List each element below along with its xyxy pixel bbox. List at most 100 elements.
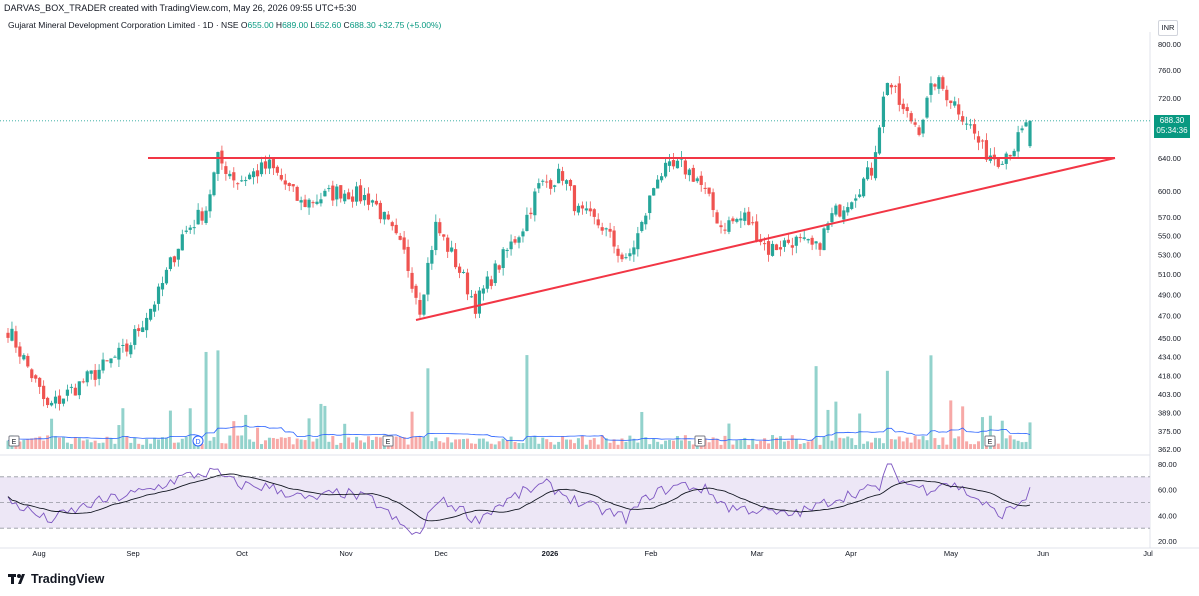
volume-bar [236, 435, 240, 449]
dividend-marker-label: D [195, 439, 200, 446]
price-tick-470.00: 470.00 [1158, 312, 1181, 321]
candle-body [1020, 128, 1024, 131]
volume-bar [782, 441, 786, 449]
volume-bar [493, 444, 497, 449]
candle-body [46, 397, 50, 406]
volume-bar [711, 437, 715, 449]
candle-body [576, 205, 581, 213]
candle-body [42, 385, 46, 400]
time-label-may: May [944, 549, 958, 558]
candle-body [216, 152, 220, 174]
volume-bar [1024, 441, 1028, 449]
candle-body [164, 269, 169, 284]
volume-bar [46, 435, 50, 449]
volume-bar [580, 435, 584, 449]
candle-body [93, 370, 97, 380]
symbol-title[interactable]: Gujarat Mineral Development Corporation … [8, 20, 239, 30]
candle-body [1016, 132, 1020, 152]
price-tick-760.00: 760.00 [1158, 66, 1181, 75]
last-price-badge: 688.30 05:34:36 [1154, 115, 1190, 138]
candle-body [731, 218, 735, 222]
price-tick-530.00: 530.00 [1158, 250, 1181, 259]
volume-bar [759, 440, 763, 449]
earnings-marker-label: E [386, 439, 391, 446]
currency-badge[interactable]: INR [1158, 20, 1178, 36]
tradingview-logo[interactable]: TradingView [8, 572, 104, 586]
candle-body [949, 100, 953, 104]
candle-body [117, 347, 121, 360]
volume-bar [331, 435, 335, 449]
volume-bar [335, 444, 339, 449]
candle-body [624, 257, 628, 259]
volume-bar [945, 444, 949, 449]
candle-body [279, 175, 283, 180]
candle-body [774, 244, 779, 251]
volume-bar [315, 438, 319, 449]
volume-bar [533, 436, 537, 449]
candle-body [965, 123, 969, 125]
candle-body [57, 395, 62, 404]
candle-body [961, 116, 965, 122]
volume-bar [216, 350, 220, 449]
candle-body [271, 159, 276, 169]
volume-bar [394, 436, 398, 449]
volume-bar [874, 437, 878, 449]
volume-bar [561, 436, 565, 449]
volume-bar [628, 435, 632, 449]
candle-body [667, 161, 672, 166]
volume-bar [489, 443, 493, 449]
candle-body [382, 211, 386, 220]
volume-bar [184, 436, 188, 449]
volume-bar [632, 438, 636, 449]
volume-bar [61, 437, 65, 449]
candle-body [735, 219, 739, 222]
candle-body [461, 271, 466, 273]
volume-bar [117, 425, 121, 449]
candle-body [414, 285, 418, 298]
volume-bar [1016, 440, 1020, 449]
volume-bar [1012, 439, 1016, 449]
candle-body [450, 247, 454, 252]
candle-body [81, 381, 85, 383]
volume-bar [897, 436, 901, 449]
candle-body [671, 160, 676, 167]
candle-body [707, 187, 711, 194]
volume-bar [810, 439, 814, 449]
candle-body [537, 183, 541, 189]
volume-bar [366, 436, 370, 449]
volume-bar [42, 440, 46, 449]
candle-body [687, 169, 691, 176]
candle-body [953, 101, 957, 106]
volume-bar [977, 441, 981, 449]
candle-body [640, 221, 644, 231]
volume-bar [1004, 438, 1008, 449]
volume-bar [850, 438, 854, 449]
volume-bar [909, 442, 913, 449]
volume-bar [426, 368, 430, 449]
volume-bar [513, 441, 517, 449]
volume-bar [267, 437, 271, 449]
candle-body [152, 304, 157, 312]
candle-body [121, 345, 125, 347]
candle-body [327, 188, 331, 190]
candle-body [814, 241, 818, 244]
candle-body [251, 171, 256, 178]
candle-body [224, 166, 228, 174]
volume-bar [866, 441, 870, 449]
candle-body [335, 186, 339, 200]
candle-body [604, 228, 608, 230]
candle-body [1000, 163, 1004, 165]
candle-body [711, 192, 715, 211]
candle-body [739, 218, 743, 221]
candle-body [473, 293, 478, 314]
candle-body [901, 103, 905, 110]
volume-bar [430, 441, 434, 449]
candle-body [968, 124, 973, 126]
open-label: O [240, 20, 248, 30]
candle-body [600, 227, 604, 231]
volume-bar [244, 414, 248, 449]
candle-body [228, 173, 232, 177]
candle-body [897, 83, 901, 105]
volume-bar [695, 444, 699, 449]
